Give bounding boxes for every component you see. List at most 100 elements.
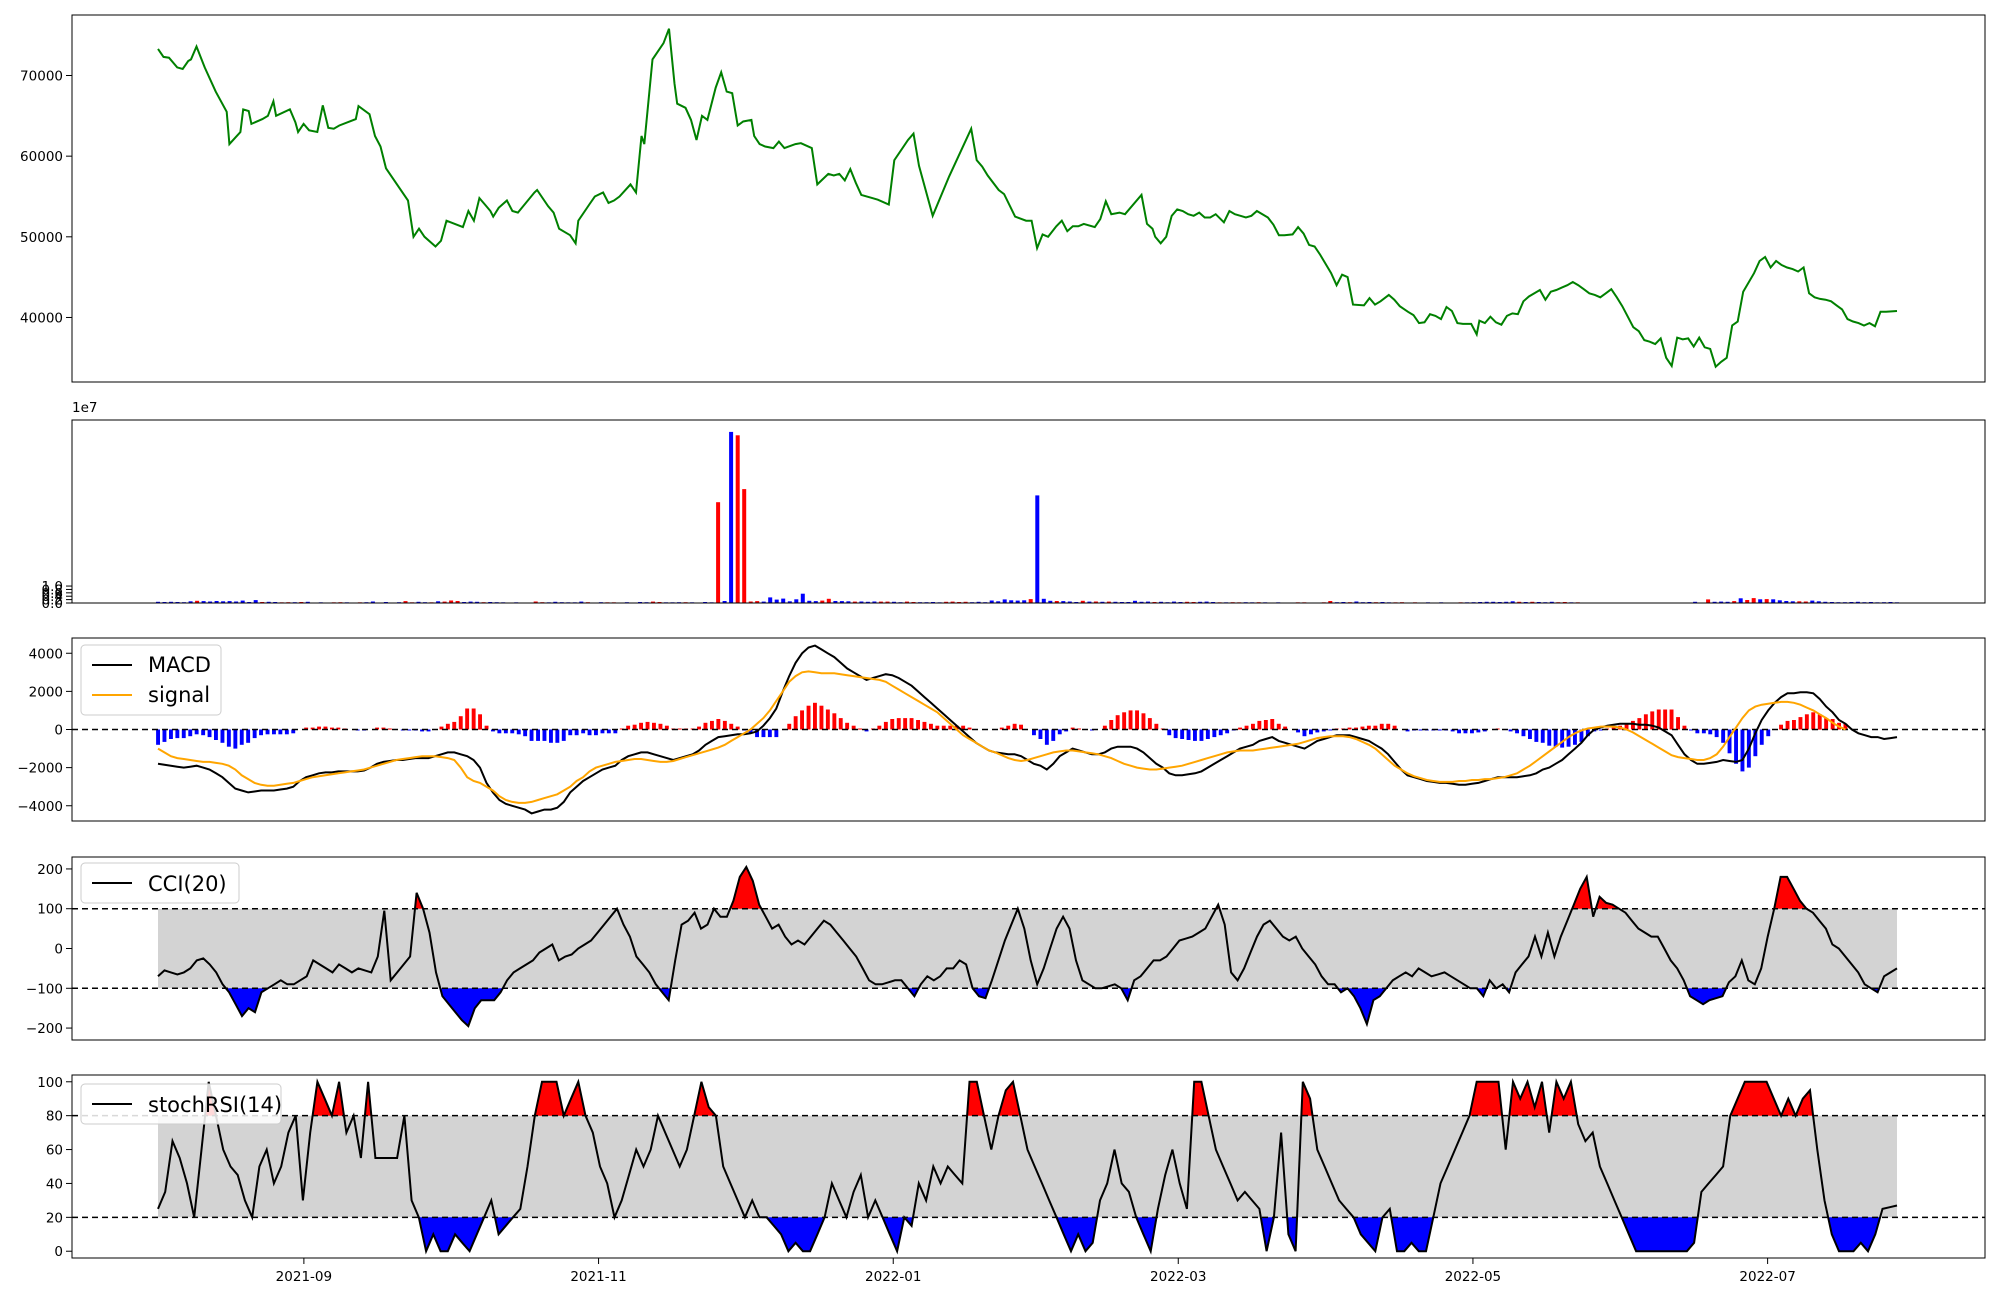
volume-bar <box>722 601 727 603</box>
volume-bar <box>468 601 473 603</box>
macd-histogram-bar <box>851 725 856 730</box>
volume-bar <box>1067 601 1072 603</box>
macd-histogram-bar <box>1804 714 1809 730</box>
volume-bar <box>781 598 786 603</box>
macd-histogram-bar <box>1386 723 1391 730</box>
volume-bar <box>651 601 655 603</box>
macd-histogram-bar <box>697 726 701 730</box>
macd-histogram-bar <box>1238 727 1242 730</box>
stochrsi-line <box>157 1077 1898 1255</box>
date-tick-label: 2021-09 <box>276 1269 332 1285</box>
macd-histogram-bar <box>1044 729 1049 745</box>
macd-histogram-bar <box>1701 729 1706 734</box>
cci-y-axis: −200 −100 0 100 200 <box>26 862 72 1037</box>
macd-histogram-bar <box>581 729 586 734</box>
macd-histogram-bar <box>1032 729 1036 736</box>
volume-bar <box>1146 601 1150 603</box>
macd-histogram-bar <box>272 729 276 735</box>
stochrsi-y-axis: 0 20 40 60 80 100 <box>37 1075 72 1260</box>
volume-bar <box>1517 601 1522 603</box>
volume-bar <box>1758 599 1763 603</box>
volume-bar <box>1504 601 1509 603</box>
volume-frame <box>71 419 1986 604</box>
macd-histogram-bar <box>883 721 888 730</box>
price-frame <box>71 14 1986 383</box>
macd-histogram-bar <box>304 727 309 730</box>
volume-bar <box>240 600 245 603</box>
volume-bar <box>1087 601 1092 603</box>
macd-histogram-bar <box>284 729 289 735</box>
volume-bar <box>794 599 799 603</box>
macd-histogram-bar <box>961 725 966 730</box>
date-tick-label: 2021-11 <box>570 1269 626 1285</box>
volume-bar <box>820 600 825 603</box>
macd-histogram-bar <box>1193 729 1197 741</box>
macd-histogram-bar <box>1721 729 1726 743</box>
macd-histogram-bar <box>1090 729 1094 731</box>
volume-y-tick-label: 0.2 <box>42 593 63 609</box>
macd-histogram-bar <box>1682 725 1687 730</box>
volume-bar <box>436 601 441 603</box>
macd-y-tick-label: −4000 <box>17 799 63 815</box>
macd-histogram-bar <box>1766 729 1771 737</box>
macd-histogram-bar <box>903 718 908 730</box>
macd-histogram-bar <box>1817 714 1822 730</box>
macd-histogram-bar <box>632 724 637 730</box>
volume-bar <box>1491 601 1496 603</box>
volume-bar <box>1198 601 1203 603</box>
macd-histogram-bar <box>774 729 779 738</box>
macd-histogram-bar <box>1476 729 1481 733</box>
macd-histogram-bar <box>1457 729 1461 734</box>
macd-panel: −4000 −2000 0 2000 4000 MACD signal <box>17 637 1986 822</box>
macd-histogram-bar <box>735 726 740 730</box>
signal-legend-label: signal <box>148 683 210 707</box>
volume-bar <box>1080 600 1085 603</box>
macd-histogram-bar <box>890 719 895 730</box>
volume-bar <box>729 431 734 603</box>
volume-y-tick-label: 1.0 <box>42 579 63 595</box>
macd-histogram-bar <box>497 729 502 734</box>
stochrsi-legend: stochRSI(14) <box>80 1083 282 1125</box>
volume-bar <box>852 601 857 603</box>
macd-histogram-bar <box>1598 729 1603 731</box>
macd-histogram-bar <box>1824 718 1829 730</box>
price-line <box>157 28 1898 369</box>
volume-bar <box>813 601 818 603</box>
macd-histogram-bar <box>1263 720 1268 730</box>
volume-bar <box>1035 495 1040 603</box>
volume-bar <box>839 601 844 603</box>
macd-histogram-bar <box>523 729 528 737</box>
volume-bar <box>905 601 909 603</box>
volume-bar <box>716 502 721 603</box>
macd-histogram-bar <box>664 725 669 730</box>
price-y-axis: 40000 50000 60000 70000 <box>20 68 72 326</box>
macd-histogram-bar <box>478 714 482 730</box>
volume-bar <box>1139 601 1144 603</box>
stochrsi-legend-box <box>80 1083 282 1125</box>
date-tick-label: 2022-01 <box>865 1269 921 1285</box>
volume-bar <box>833 601 838 603</box>
volume-bar <box>787 601 792 603</box>
macd-histogram-bar <box>729 723 734 730</box>
macd-histogram-bar <box>1102 725 1107 730</box>
macd-histogram-bar <box>1167 729 1172 736</box>
macd-histogram-bar <box>1373 725 1378 730</box>
volume-bar <box>1484 601 1489 603</box>
volume-bar <box>1810 600 1815 603</box>
volume-bar <box>208 601 213 603</box>
macd-histogram-bar <box>1006 725 1011 730</box>
macd-histogram-bar <box>922 721 927 730</box>
volume-y-tick-label: 0.8 <box>42 582 63 598</box>
volume-bar <box>1093 601 1098 603</box>
macd-histogram-bar <box>1064 729 1069 732</box>
macd-histogram-bar <box>516 729 521 735</box>
macd-histogram-bar <box>1547 729 1552 746</box>
macd-histogram-bar <box>1450 729 1455 732</box>
macd-histogram-bar <box>838 718 843 730</box>
volume-bar <box>846 601 851 603</box>
volume-bar <box>455 601 460 603</box>
macd-histogram-bar <box>1296 729 1300 733</box>
cci-reference-lines <box>72 907 1985 990</box>
macd-histogram-bar <box>1128 710 1133 730</box>
macd-histogram-bar <box>1251 723 1255 730</box>
